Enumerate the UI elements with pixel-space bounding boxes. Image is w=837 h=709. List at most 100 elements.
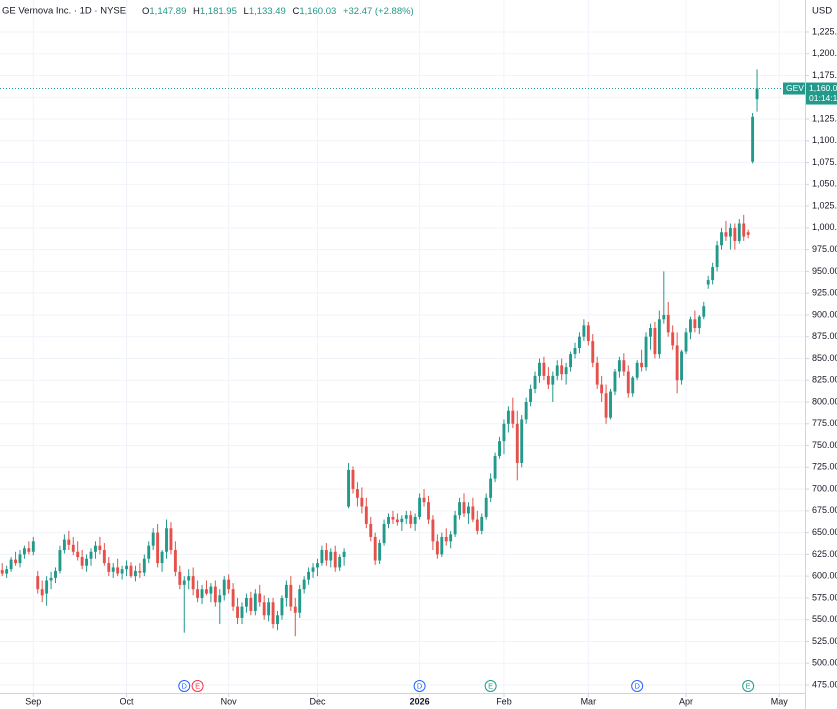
candle-body (622, 360, 626, 372)
candle-body (120, 569, 124, 574)
event-marker (178, 680, 191, 692)
y-tick-label: 1,175.0 (812, 70, 837, 80)
candle-body (524, 402, 528, 420)
candle-body (378, 543, 382, 561)
candle-body (702, 306, 706, 317)
candle-body (307, 571, 311, 580)
y-tick-label: 575.00 (812, 592, 837, 602)
event-label: D (182, 681, 188, 690)
candle-body (71, 544, 75, 552)
candle-body (671, 332, 675, 346)
candle-body (289, 584, 293, 607)
y-tick-label: 975.00 (812, 244, 837, 254)
candle-body (200, 589, 204, 598)
event-label: E (746, 681, 751, 690)
candle-body (324, 550, 328, 561)
candle-body (187, 576, 191, 581)
candle-body (649, 327, 652, 337)
symbol-name[interactable]: GE Vernova Inc. · 1D · NYSE (2, 6, 126, 17)
candle-body (595, 362, 599, 385)
candle-body (502, 423, 506, 442)
price-tag-box (806, 82, 837, 105)
currency[interactable]: USD (812, 6, 832, 17)
candle-body (462, 502, 466, 514)
candle-body (533, 375, 537, 389)
candle-body (49, 577, 53, 581)
candle-body (147, 545, 151, 559)
candle-body (653, 327, 657, 355)
candle-body (693, 319, 697, 328)
candle-body (538, 362, 541, 376)
candle-body (205, 589, 208, 594)
candle-body (387, 516, 390, 524)
x-tick-label: 2026 (410, 696, 430, 706)
candle-body (697, 316, 701, 328)
candle-body (657, 319, 661, 355)
candle-body (746, 232, 750, 235)
candle-body (253, 593, 257, 611)
y-tick-label: 1,200.0 (812, 48, 837, 58)
candle-body (489, 478, 493, 498)
x-tick-label: Feb (496, 696, 512, 706)
candle-body (506, 410, 510, 424)
y-tick-label: 925.00 (812, 288, 837, 298)
candle-body (14, 559, 17, 564)
candle-body (271, 602, 275, 625)
candle-body (635, 362, 639, 378)
event-marker (631, 680, 644, 692)
change-value: +32.47 (+2.88%) (343, 6, 414, 17)
candle-body (213, 586, 217, 603)
candle-body (400, 518, 404, 523)
candle-body (5, 569, 9, 574)
y-tick-label: 1,000.0 (812, 222, 837, 232)
candle-body (298, 589, 302, 613)
candle-body (280, 597, 284, 616)
candle-body (395, 519, 399, 523)
y-tick-label: 725.00 (812, 462, 837, 472)
candle-body (733, 227, 737, 241)
candle-body (316, 563, 319, 568)
candle-body (569, 354, 573, 368)
y-tick-label: 500.00 (812, 658, 837, 668)
candle-body (165, 528, 168, 552)
candle-body (293, 606, 297, 613)
y-tick-label: 1,075.0 (812, 157, 837, 167)
candle-body (369, 523, 373, 537)
candle-body (471, 506, 475, 520)
y-tick-label: 1,125.0 (812, 113, 837, 123)
candle-body (107, 563, 111, 572)
candle-body (586, 325, 590, 342)
candle-body (529, 388, 533, 403)
candle-body (347, 469, 350, 507)
event-label: D (417, 681, 423, 690)
candle-body (546, 375, 550, 385)
y-tick-label: 1,025.0 (812, 200, 837, 210)
candle-body (484, 497, 488, 517)
candle-body (89, 551, 93, 559)
candle-body (320, 550, 324, 564)
candle-body (54, 570, 57, 578)
event-marker (484, 680, 497, 692)
candle-body (111, 567, 115, 572)
event-label: E (195, 681, 200, 690)
candle-body (480, 516, 484, 531)
candle-body (440, 536, 444, 555)
candle-body (222, 579, 226, 596)
close-label: C (292, 6, 299, 17)
candle-body (156, 532, 160, 564)
event-label: D (634, 681, 640, 690)
candle-body (227, 579, 231, 590)
candle-body (129, 565, 133, 577)
candle-body (422, 497, 426, 503)
symbol-tag: GEV (786, 83, 804, 93)
candle-body (262, 602, 266, 616)
candle-body (680, 351, 684, 381)
countdown: 01:14:1 (809, 93, 837, 103)
candle-body (342, 551, 346, 557)
y-tick-label: 525.00 (812, 636, 837, 646)
candle-body (142, 558, 146, 573)
high-label: H (193, 6, 200, 17)
candle-body (742, 223, 746, 237)
